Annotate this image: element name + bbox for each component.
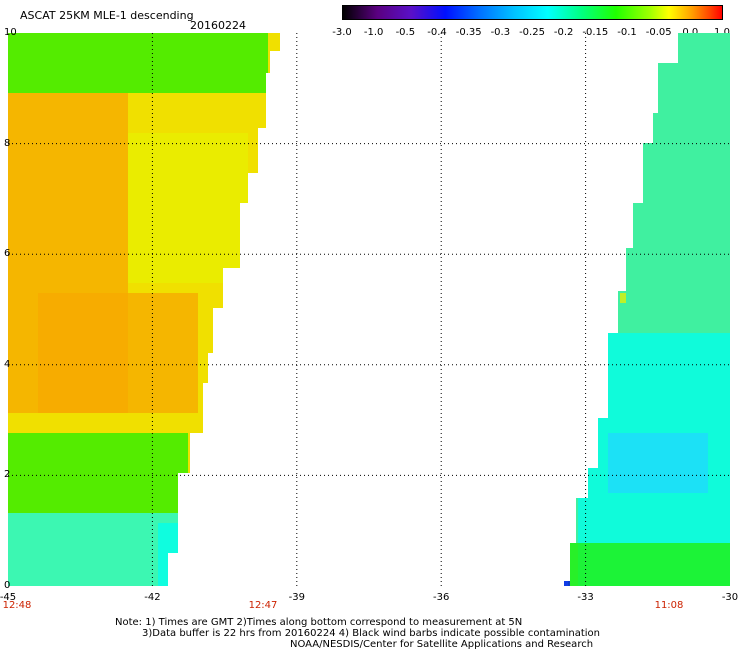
colorbar-label: -0.1: [617, 27, 637, 38]
y-tick-label: 0: [4, 580, 11, 591]
colorbar-label: -0.5: [395, 27, 416, 38]
colorbar-label: -0.25: [519, 27, 545, 38]
y-tick-label: 10: [4, 27, 17, 38]
colorbar-label: -0.35: [455, 27, 482, 38]
color-patch: [562, 581, 570, 586]
x-tick-label: -45: [0, 592, 17, 603]
note-line-3: NOAA/NESDIS/Center for Satellite Applica…: [290, 639, 594, 650]
color-patch: [128, 133, 248, 283]
color-patch: [8, 513, 178, 586]
colorbar-label: 0.0: [682, 27, 699, 38]
y-tick-label: 4: [4, 358, 11, 370]
color-patch: [8, 433, 188, 513]
time-label-1: 12:48: [2, 600, 32, 611]
color-patch: [568, 543, 730, 586]
x-tick-label: -39: [288, 592, 305, 603]
x-tick-label: -36: [433, 592, 450, 603]
color-patch: [620, 293, 626, 303]
y-tick-label: 6: [4, 248, 11, 260]
y-tick-label: 2: [4, 469, 11, 481]
map-title: ASCAT 25KM MLE-1 descending: [20, 9, 194, 22]
colorbar-label: -0.15: [582, 27, 609, 38]
x-tick-label: -30: [721, 592, 739, 603]
note-line-1: Note: 1) Times are GMT 2)Times along bot…: [115, 617, 523, 628]
colorbar-label: -0.4: [427, 27, 447, 38]
note-line-2: 3)Data buffer is 22 hrs from 20160224 4)…: [142, 628, 600, 639]
colorbar-label: -1.0: [363, 27, 384, 38]
colorbar-label: -3.0: [332, 27, 352, 38]
color-patch: [8, 33, 268, 93]
colorbar: [342, 5, 723, 20]
map-plot: [8, 33, 730, 586]
map-date: 20160224: [190, 19, 246, 32]
color-patch: [158, 523, 178, 586]
colorbar-label: -0.05: [645, 27, 672, 38]
color-patch: [38, 293, 198, 413]
x-tick-label: -42: [144, 592, 161, 603]
colorbar-label: -0.2: [553, 27, 574, 38]
color-patch: [608, 433, 708, 493]
colorbar-label: -0.3: [490, 27, 511, 38]
time-label-2: 12:47: [248, 600, 278, 611]
colorbar-label: 1.0: [714, 27, 730, 38]
time-label-3: 11:08: [654, 600, 684, 611]
x-tick-label: -33: [577, 592, 594, 603]
y-tick-label: 8: [4, 137, 11, 149]
